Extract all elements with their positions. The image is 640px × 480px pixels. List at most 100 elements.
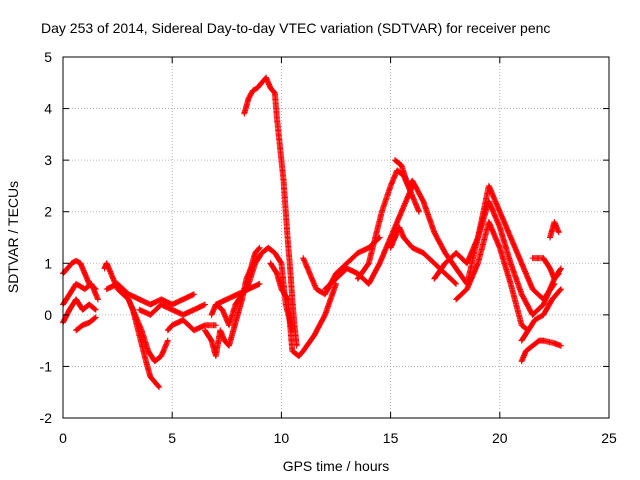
data-point bbox=[116, 282, 119, 285]
data-point bbox=[166, 329, 169, 332]
data-point bbox=[324, 288, 327, 291]
data-point bbox=[335, 277, 337, 280]
data-point bbox=[223, 339, 226, 342]
data-point bbox=[477, 236, 479, 239]
data-point bbox=[127, 298, 130, 301]
data-point bbox=[265, 76, 268, 79]
data-points bbox=[60, 74, 564, 391]
data-point bbox=[557, 272, 560, 275]
data-point bbox=[68, 293, 71, 296]
data-point bbox=[345, 262, 348, 265]
data-point bbox=[228, 344, 230, 347]
data-point bbox=[324, 293, 327, 296]
data-point bbox=[232, 329, 235, 332]
data-point bbox=[455, 282, 458, 285]
data-point bbox=[228, 324, 230, 327]
y-tick-label: 5 bbox=[44, 49, 52, 65]
data-point bbox=[498, 210, 501, 213]
y-tick-label: 3 bbox=[44, 152, 52, 168]
data-point bbox=[214, 324, 217, 327]
data-point bbox=[520, 293, 523, 296]
data-point bbox=[267, 246, 270, 249]
y-tick-label: 4 bbox=[44, 101, 52, 117]
data-point bbox=[225, 298, 228, 301]
series-s8 bbox=[136, 301, 208, 318]
series-s4 bbox=[73, 314, 99, 334]
data-point bbox=[160, 298, 163, 301]
data-point bbox=[280, 159, 283, 162]
series-s25 bbox=[547, 219, 562, 241]
data-point bbox=[498, 226, 501, 229]
data-point bbox=[94, 316, 97, 319]
data-point bbox=[509, 236, 512, 239]
data-point bbox=[88, 321, 91, 324]
data-point bbox=[280, 288, 283, 291]
y-tick-label: 0 bbox=[44, 307, 52, 323]
data-point bbox=[553, 342, 556, 345]
y-tick-label: 1 bbox=[44, 255, 52, 271]
series-s15 bbox=[300, 234, 383, 298]
data-point bbox=[356, 252, 359, 254]
data-point bbox=[520, 360, 523, 363]
data-point bbox=[293, 324, 296, 327]
data-point bbox=[75, 259, 78, 262]
data-point bbox=[509, 282, 512, 285]
series-s12 bbox=[212, 280, 263, 308]
data-point bbox=[549, 267, 551, 270]
data-point bbox=[278, 138, 281, 141]
data-point bbox=[210, 339, 213, 342]
y-axis-label: SDTVAR / TECUs bbox=[5, 181, 21, 293]
plot-frame bbox=[62, 56, 610, 419]
data-point bbox=[90, 282, 93, 285]
data-point bbox=[374, 236, 377, 239]
data-point bbox=[127, 293, 130, 296]
data-point bbox=[367, 282, 370, 285]
data-point bbox=[252, 89, 254, 92]
data-point bbox=[289, 267, 292, 270]
data-point bbox=[138, 298, 141, 301]
y-tick-labels: -2 -1 0 1 2 3 4 5 bbox=[40, 49, 53, 426]
series-markers bbox=[300, 234, 383, 298]
data-point bbox=[487, 221, 490, 223]
data-point bbox=[103, 267, 106, 270]
x-tick-label: 10 bbox=[274, 430, 290, 446]
data-point bbox=[193, 308, 195, 311]
x-tick-labels: 0 5 10 15 20 25 bbox=[59, 430, 617, 446]
data-point bbox=[398, 226, 401, 229]
data-point bbox=[297, 355, 300, 358]
data-point bbox=[153, 360, 156, 363]
data-point bbox=[531, 257, 534, 260]
data-point bbox=[276, 272, 278, 275]
data-point bbox=[140, 329, 143, 332]
data-point bbox=[138, 334, 141, 337]
series-s9 bbox=[164, 317, 219, 334]
series-s16 bbox=[322, 182, 416, 293]
data-point bbox=[70, 262, 73, 265]
data-point bbox=[256, 86, 259, 89]
data-point bbox=[273, 92, 276, 95]
series-s5 bbox=[101, 260, 163, 391]
series-markers bbox=[529, 255, 562, 282]
data-point bbox=[400, 164, 403, 167]
data-point bbox=[533, 319, 536, 321]
data-point bbox=[542, 313, 545, 316]
data-point bbox=[219, 329, 222, 332]
data-point bbox=[149, 313, 152, 316]
data-point bbox=[247, 288, 250, 291]
data-point bbox=[287, 241, 289, 244]
data-point bbox=[560, 288, 562, 291]
data-point bbox=[444, 262, 447, 265]
data-point bbox=[236, 293, 239, 296]
data-point bbox=[243, 112, 246, 115]
data-point bbox=[204, 324, 206, 327]
data-point bbox=[214, 303, 217, 306]
series-s18 bbox=[387, 224, 460, 287]
data-point bbox=[182, 298, 185, 301]
data-point bbox=[66, 267, 69, 270]
series-s14 bbox=[267, 260, 339, 360]
data-point bbox=[520, 324, 523, 327]
data-point bbox=[302, 350, 305, 352]
data-point bbox=[367, 246, 370, 249]
data-point bbox=[433, 231, 436, 234]
